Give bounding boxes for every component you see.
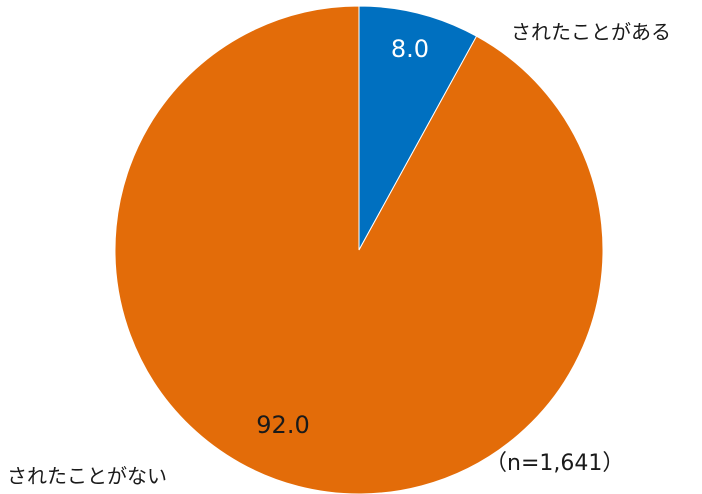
pie-slices [114,5,604,494]
sample-size-note: （n=1,641） [485,451,624,476]
pie-slice-yes [358,5,478,251]
slice-value-label-no: 92.0 [256,411,309,439]
slice-value-label-yes: 8.0 [391,35,429,63]
category-label-no: されたことがない [7,464,167,488]
pie-slice-no [114,5,604,494]
category-label-yes: されたことがある [511,20,671,44]
